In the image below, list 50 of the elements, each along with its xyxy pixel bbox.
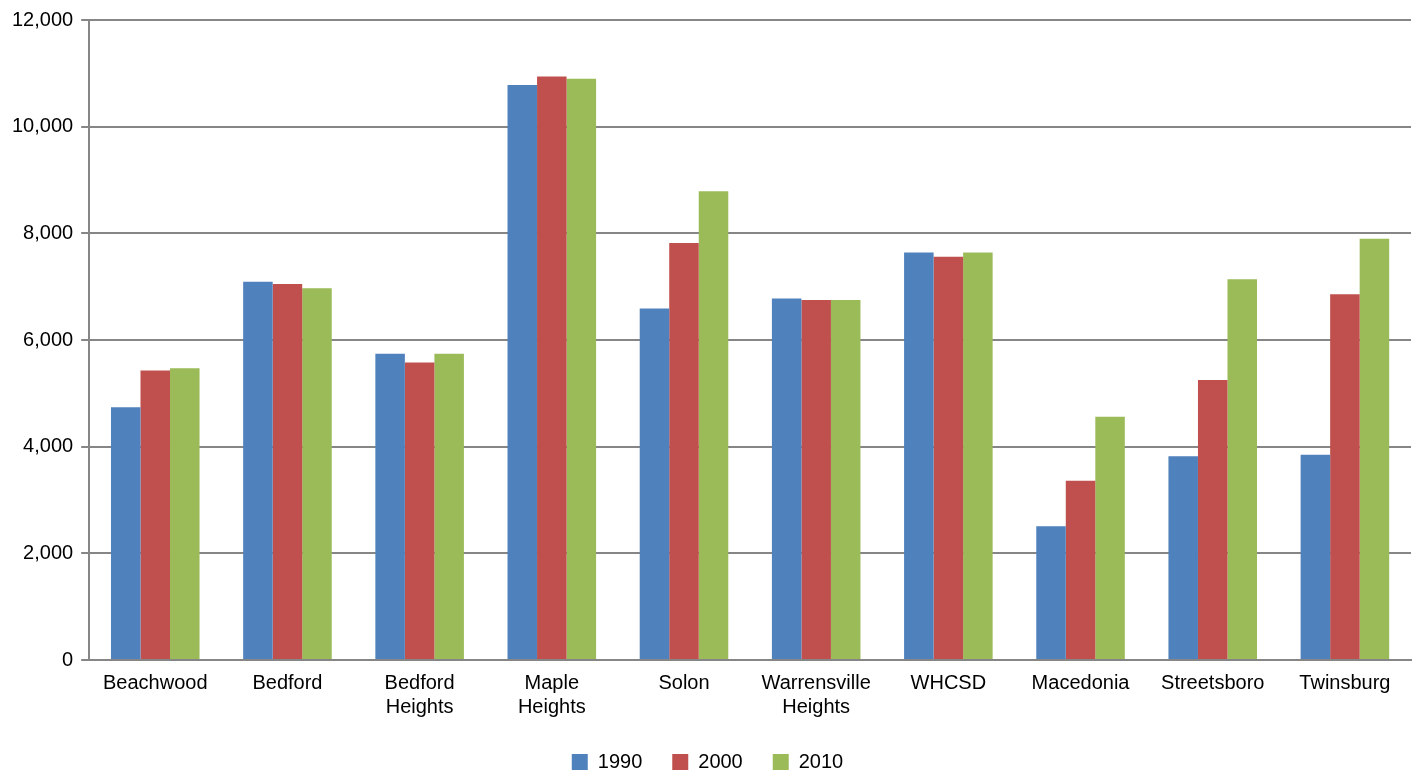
bar [1095,416,1125,659]
x-tick-label: Maple Heights [517,670,586,717]
y-tick-label: 8,000 [23,220,74,243]
bar [1197,380,1228,659]
bar [375,353,405,659]
bar [537,76,567,659]
x-tick-label: WHCSD [910,670,987,693]
bar [1036,526,1066,659]
x-tick-label: Bedford [252,670,323,693]
bar [566,78,597,659]
bar [1300,454,1331,659]
y-tick-label: 0 [62,647,74,670]
bar [771,298,802,659]
legend-label: 2000 [698,749,743,772]
bar [1330,294,1360,659]
bar [830,300,861,659]
x-tick-label: Solon [658,670,710,693]
bar [904,252,934,659]
x-tick-label: Twinsburg [1299,670,1391,693]
bar [1168,456,1198,659]
legend-label: 1990 [597,749,643,772]
x-tick-label: Beachwood [103,670,208,693]
legend-label: 2010 [798,749,844,772]
bar [434,353,464,659]
x-tick-label: Bedford Heights [384,670,455,717]
bar [1359,238,1390,659]
bar [140,370,171,659]
bar [801,300,831,659]
bar [110,407,141,659]
bar [272,284,303,659]
bar [1065,480,1096,659]
y-tick-label: 6,000 [23,327,74,350]
bar [507,85,538,659]
y-tick-label: 10,000 [12,114,74,137]
y-tick-label: 4,000 [23,434,74,457]
bar [1227,279,1258,659]
bar [404,362,435,659]
bar [669,242,699,659]
y-tick-label: 12,000 [12,7,74,30]
bar [243,281,273,659]
bar [933,256,964,659]
bar [639,308,670,659]
bar [963,252,993,659]
bar [698,191,729,659]
bar [170,368,200,659]
x-tick-label: Warrensville Heights [761,670,871,717]
x-tick-label: Streetsboro [1161,670,1265,693]
y-tick-label: 2,000 [23,540,74,563]
bar [302,288,332,659]
x-tick-label: Macedonia [1031,670,1131,693]
